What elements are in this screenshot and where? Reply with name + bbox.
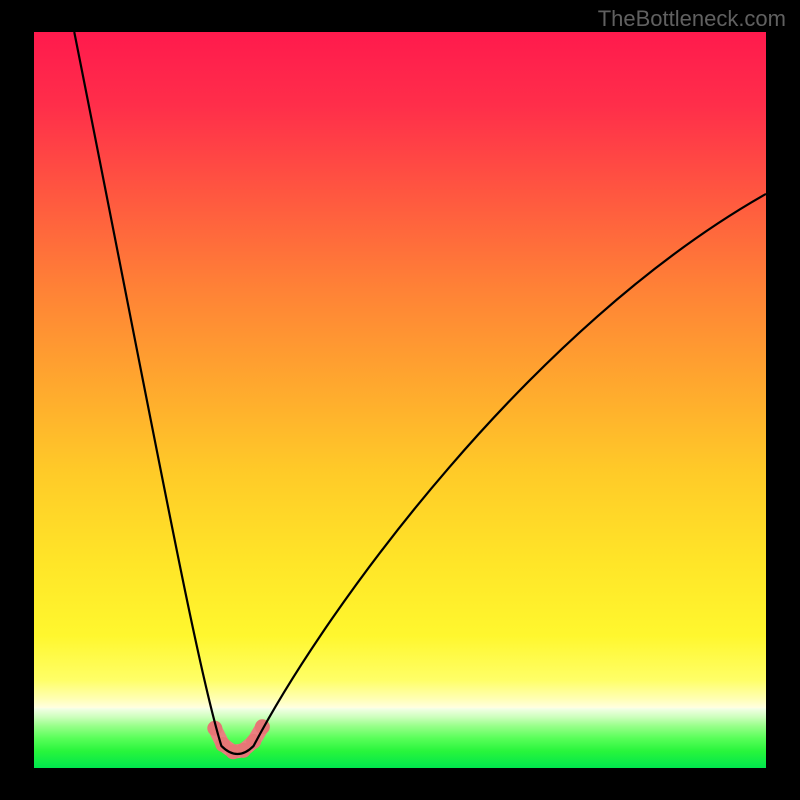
watermark-text: TheBottleneck.com — [598, 6, 786, 32]
curve-layer — [34, 32, 766, 768]
bottleneck-curve — [74, 32, 766, 754]
plot-area — [34, 32, 766, 768]
